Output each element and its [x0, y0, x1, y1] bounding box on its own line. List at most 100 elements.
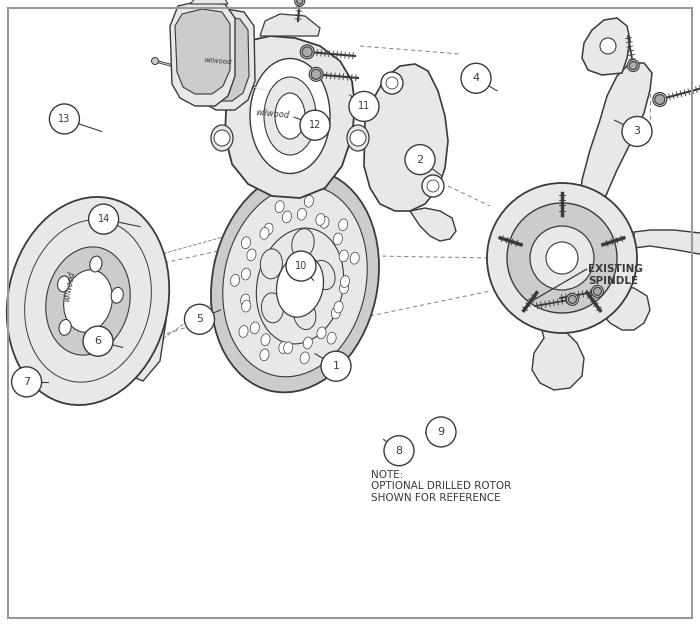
- Ellipse shape: [275, 93, 305, 139]
- Polygon shape: [597, 286, 650, 330]
- Text: 6: 6: [94, 336, 101, 346]
- Ellipse shape: [211, 125, 233, 151]
- Text: 4: 4: [473, 73, 480, 83]
- Ellipse shape: [92, 327, 104, 342]
- Circle shape: [381, 72, 403, 94]
- Circle shape: [654, 95, 665, 105]
- Circle shape: [507, 203, 617, 313]
- Ellipse shape: [276, 255, 323, 317]
- Text: NOTE:
OPTIONAL DRILLED ROTOR
SHOWN FOR REFERENCE: NOTE: OPTIONAL DRILLED ROTOR SHOWN FOR R…: [371, 470, 511, 503]
- Ellipse shape: [260, 349, 269, 361]
- Text: wilwood: wilwood: [255, 108, 289, 120]
- Ellipse shape: [223, 185, 368, 377]
- Ellipse shape: [241, 237, 251, 249]
- Ellipse shape: [317, 327, 326, 339]
- Text: 11: 11: [358, 101, 370, 111]
- Ellipse shape: [111, 287, 123, 303]
- Circle shape: [427, 180, 439, 192]
- Ellipse shape: [241, 268, 251, 280]
- Polygon shape: [260, 14, 320, 36]
- Circle shape: [487, 183, 637, 333]
- Ellipse shape: [261, 293, 284, 323]
- Text: wilwood: wilwood: [63, 270, 77, 302]
- Ellipse shape: [241, 300, 251, 312]
- Ellipse shape: [261, 334, 270, 346]
- Text: 12: 12: [309, 120, 321, 130]
- Circle shape: [461, 63, 491, 93]
- Circle shape: [622, 116, 652, 146]
- Polygon shape: [170, 1, 235, 106]
- Ellipse shape: [264, 77, 316, 155]
- Ellipse shape: [293, 300, 316, 329]
- Circle shape: [151, 58, 158, 64]
- Circle shape: [89, 204, 118, 234]
- Circle shape: [297, 0, 302, 4]
- Circle shape: [629, 61, 637, 69]
- Circle shape: [386, 77, 398, 89]
- Ellipse shape: [256, 228, 344, 344]
- Ellipse shape: [57, 276, 70, 292]
- Ellipse shape: [312, 260, 335, 290]
- Polygon shape: [190, 0, 228, 4]
- Circle shape: [530, 226, 594, 290]
- Polygon shape: [532, 320, 584, 390]
- Circle shape: [295, 0, 304, 6]
- Circle shape: [627, 59, 639, 71]
- Ellipse shape: [90, 256, 102, 272]
- Text: 7: 7: [23, 377, 30, 387]
- Circle shape: [302, 47, 312, 57]
- Circle shape: [286, 251, 316, 281]
- Text: wilwood: wilwood: [204, 57, 232, 65]
- Ellipse shape: [320, 217, 329, 228]
- Circle shape: [422, 175, 444, 197]
- Polygon shape: [175, 9, 230, 94]
- Ellipse shape: [247, 249, 256, 261]
- Ellipse shape: [46, 247, 130, 355]
- Polygon shape: [123, 213, 166, 381]
- Ellipse shape: [333, 233, 342, 245]
- Circle shape: [546, 242, 578, 274]
- Circle shape: [568, 295, 576, 304]
- Ellipse shape: [340, 275, 349, 287]
- Text: 14: 14: [97, 214, 110, 224]
- Circle shape: [83, 326, 113, 356]
- Ellipse shape: [25, 220, 151, 382]
- Ellipse shape: [282, 211, 291, 223]
- Ellipse shape: [303, 337, 312, 349]
- Ellipse shape: [239, 326, 248, 337]
- Text: 2: 2: [416, 155, 424, 165]
- Circle shape: [600, 38, 616, 54]
- Ellipse shape: [304, 195, 314, 207]
- Ellipse shape: [260, 227, 269, 239]
- Text: 8: 8: [395, 446, 402, 456]
- Ellipse shape: [260, 249, 282, 279]
- Circle shape: [594, 287, 601, 295]
- Ellipse shape: [340, 250, 349, 262]
- Ellipse shape: [211, 170, 379, 393]
- Circle shape: [50, 104, 79, 134]
- Ellipse shape: [251, 322, 260, 334]
- Ellipse shape: [279, 342, 288, 354]
- Polygon shape: [200, 16, 249, 101]
- Circle shape: [214, 130, 230, 146]
- Ellipse shape: [331, 307, 340, 319]
- Text: 10: 10: [295, 261, 307, 271]
- Ellipse shape: [230, 274, 239, 286]
- Ellipse shape: [327, 332, 336, 344]
- Circle shape: [300, 110, 330, 140]
- Circle shape: [350, 130, 366, 146]
- Polygon shape: [634, 230, 700, 280]
- Circle shape: [321, 351, 351, 381]
- Circle shape: [312, 69, 321, 80]
- Ellipse shape: [264, 223, 273, 235]
- Ellipse shape: [339, 219, 348, 231]
- Circle shape: [309, 68, 323, 81]
- Ellipse shape: [298, 208, 307, 220]
- Text: 1: 1: [332, 361, 340, 371]
- Circle shape: [653, 93, 667, 106]
- Ellipse shape: [300, 352, 309, 364]
- Text: 5: 5: [196, 314, 203, 324]
- Polygon shape: [364, 64, 448, 211]
- Ellipse shape: [250, 58, 330, 173]
- Text: 9: 9: [438, 427, 444, 437]
